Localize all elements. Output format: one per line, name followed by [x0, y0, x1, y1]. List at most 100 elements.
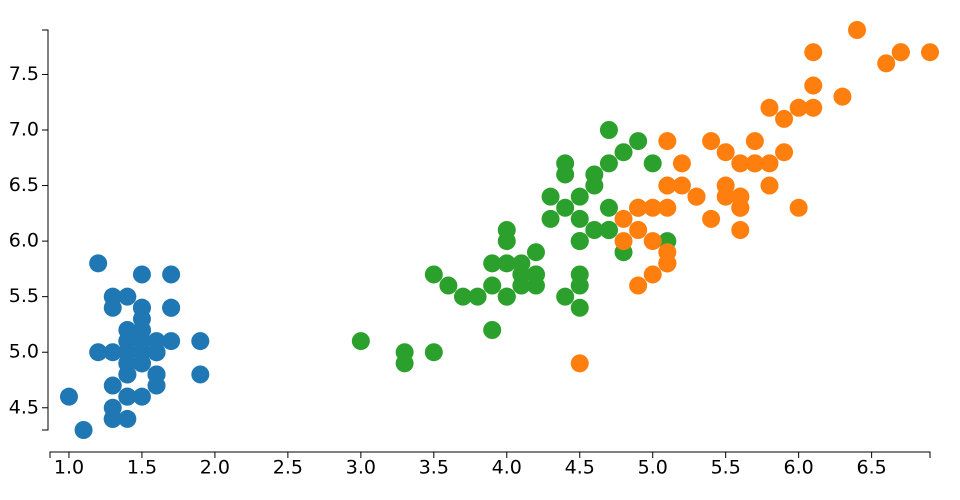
point — [658, 132, 677, 151]
point — [118, 287, 137, 306]
point — [891, 43, 910, 62]
y-tick-label: 6.0 — [9, 230, 39, 252]
point — [497, 287, 516, 306]
point — [789, 198, 808, 217]
point — [731, 154, 750, 173]
point — [672, 176, 691, 195]
point — [89, 343, 108, 362]
point — [118, 365, 137, 384]
point — [658, 176, 677, 195]
point — [789, 98, 808, 117]
point — [132, 387, 151, 406]
point — [570, 354, 589, 373]
point — [118, 343, 137, 362]
point — [424, 343, 443, 362]
point — [614, 209, 633, 228]
point — [118, 321, 137, 339]
x-tick-label: 5.0 — [638, 457, 668, 479]
point — [687, 187, 706, 206]
point — [760, 98, 779, 117]
point — [585, 165, 604, 184]
y-tick-label: 4.5 — [9, 396, 39, 418]
point — [585, 221, 604, 239]
x-tick-label: 2.5 — [273, 457, 303, 479]
y-tick-label: 7.5 — [9, 63, 39, 85]
point — [848, 21, 867, 39]
point — [454, 287, 473, 306]
point — [132, 332, 151, 351]
point — [497, 254, 516, 273]
point — [731, 221, 750, 239]
point — [702, 132, 721, 151]
point — [599, 221, 618, 239]
point — [103, 287, 122, 306]
point — [118, 409, 137, 428]
y-tick-label: 7.0 — [9, 119, 39, 141]
point — [556, 198, 575, 217]
point — [541, 209, 560, 228]
point — [526, 265, 545, 284]
point — [570, 232, 589, 251]
point — [147, 365, 166, 384]
point — [672, 154, 691, 173]
point — [775, 109, 794, 128]
point — [191, 332, 210, 351]
point — [614, 143, 633, 162]
point — [439, 276, 458, 295]
point — [162, 298, 181, 317]
y-tick-label: 5.0 — [9, 341, 39, 363]
point — [702, 209, 721, 228]
point — [877, 54, 896, 73]
point — [132, 309, 151, 328]
point — [103, 376, 122, 395]
point — [483, 321, 502, 339]
point — [629, 276, 648, 295]
point — [775, 143, 794, 162]
point — [351, 332, 370, 351]
point — [614, 232, 633, 251]
point — [162, 332, 181, 351]
point — [512, 265, 531, 284]
point — [643, 265, 662, 284]
point — [103, 409, 122, 428]
point — [468, 287, 487, 306]
point — [921, 43, 939, 62]
x-tick-label: 3.5 — [419, 457, 449, 479]
point — [132, 354, 151, 373]
point — [132, 265, 151, 284]
point — [162, 265, 181, 284]
y-axis — [42, 29, 49, 431]
point — [760, 176, 779, 195]
point — [570, 209, 589, 228]
x-tick-label: 1.5 — [127, 457, 157, 479]
point — [599, 198, 618, 217]
y-tick-label: 5.5 — [9, 285, 39, 307]
point — [570, 276, 589, 295]
y-tick-label: 6.5 — [9, 174, 39, 196]
point — [59, 387, 78, 406]
x-tick-label: 6.5 — [857, 457, 887, 479]
point — [804, 98, 823, 117]
point — [643, 198, 662, 217]
point — [570, 298, 589, 317]
point — [731, 198, 750, 217]
point — [89, 254, 108, 273]
point — [716, 187, 735, 206]
point — [716, 143, 735, 162]
point — [118, 387, 137, 406]
point — [497, 221, 516, 239]
point — [483, 276, 502, 295]
point — [804, 76, 823, 95]
point — [643, 232, 662, 251]
x-tick-label: 3.0 — [346, 457, 376, 479]
point — [395, 343, 414, 362]
point — [629, 198, 648, 217]
point — [804, 43, 823, 62]
x-tick-label: 4.5 — [565, 457, 595, 479]
point — [74, 421, 93, 439]
x-tick-label: 6.0 — [784, 457, 814, 479]
point — [191, 365, 210, 384]
point — [629, 132, 648, 151]
point — [424, 265, 443, 284]
x-tick-label: 5.5 — [711, 457, 741, 479]
